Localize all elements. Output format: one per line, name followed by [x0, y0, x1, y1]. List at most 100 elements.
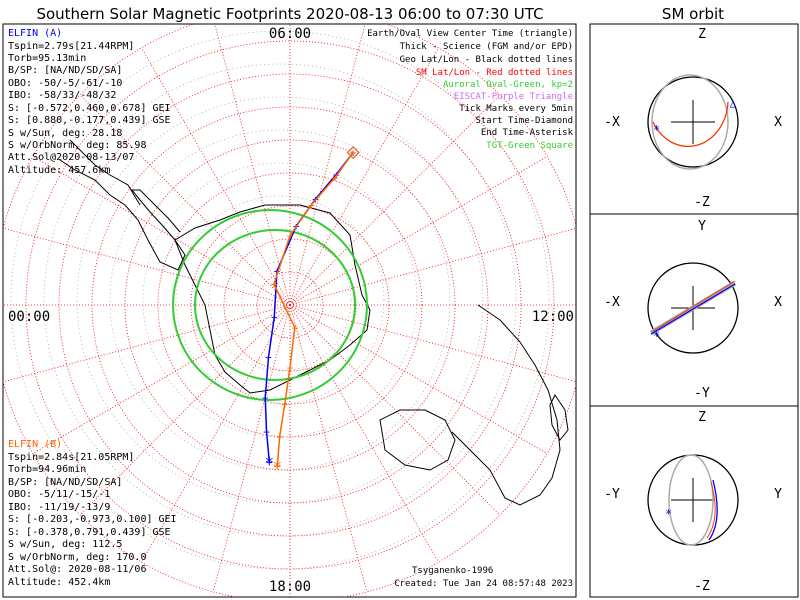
elfin-a-line: S w/OrbNorm, deg: 85.98	[8, 140, 146, 151]
geo-latitude-circle	[109, 129, 451, 471]
orbit2-label-bottom: -Y	[694, 386, 710, 401]
model-credit: Tsyganenko-1996	[412, 566, 493, 576]
mlt-label-right: 12:00	[532, 309, 574, 325]
orbit3-orbit-b	[706, 481, 716, 539]
orbit1-eiscat-triangle: △	[730, 97, 737, 110]
sm-longitude-line	[3, 227, 291, 306]
elfin-b-tick-mark: +	[291, 322, 298, 335]
elfin-a-tick-mark: +	[265, 351, 272, 364]
elfin-b-tick-mark: +	[287, 362, 294, 375]
orbit-frame-3	[589, 405, 799, 598]
mlt-label-left: 00:00	[8, 309, 50, 325]
elfin-b-line: S w/Sun, deg: 112.5	[8, 539, 122, 550]
elfin-b-line: Altitude: 452.4km	[8, 577, 110, 588]
orbit1-elfin-a-marker: *	[653, 123, 660, 137]
elfin-a-line: IBO: -58/33/-48/32	[8, 90, 116, 101]
elfin-a-tick-mark: +	[274, 265, 281, 278]
orbit2-earth	[647, 262, 739, 354]
elfin-a-line: Att.Sol@2020-08-13/07	[8, 152, 134, 163]
elfin-a-end-asterisk: *	[265, 453, 275, 472]
geo-latitude-circle	[208, 228, 352, 372]
legend-entry: Start Time-Diamond	[475, 116, 573, 126]
geo-latitude-circle	[10, 30, 550, 570]
elfin-b-line: S: [-0.378,0.791,0.439] GSE	[8, 527, 171, 538]
legend: Earth/Oval View Center Time (triangle) T…	[367, 29, 573, 151]
grid-lines	[3, 24, 576, 597]
orbit3-orbit-gray	[668, 454, 714, 546]
orbit3-orbit-a	[708, 479, 718, 541]
elfin-b-line: S w/OrbNorm, deg: 170.0	[8, 552, 146, 563]
elfin-b-end-asterisk: *	[272, 457, 282, 476]
madagascar-coast	[549, 394, 569, 441]
elfin-b-tick-mark: +	[274, 460, 281, 473]
elfin-a-line: S: [0.880,-0.177,0.439] GSE	[8, 115, 171, 126]
antarctic-peninsula	[130, 189, 181, 241]
orbit3-label-bottom: -Z	[694, 579, 710, 594]
legend-entry: Tick Marks every 5min	[459, 104, 573, 114]
legend-entry: Thick - Science (FGM and/or EPD)	[400, 42, 573, 52]
elfin-b-start-diamond	[346, 146, 360, 159]
antarctica-coastline	[174, 204, 371, 394]
elfin-b-line: Tspin=2.84s[21.05RPM]	[8, 452, 134, 463]
elfin-a-line: S w/Sun, deg: 28.18	[8, 128, 122, 139]
orbit3-label-right: Y	[774, 487, 782, 502]
elfin-a-header: ELFIN (A)	[8, 28, 62, 39]
elfin-a-line: S: [-0.572,0.460,0.678] GEI	[8, 103, 171, 114]
elfin-b-line: B/SP: [NA/ND/SD/SA]	[8, 477, 122, 488]
south-america-coast	[59, 139, 186, 271]
orbit2-orbit-gray	[649, 280, 737, 336]
auroral-oval-outer	[172, 209, 368, 401]
elfin-b-tick-mark: +	[271, 278, 278, 291]
elfin-a-line: OBO: -50/-5/-61/-10	[8, 78, 122, 89]
orbit1-orbit-gray	[651, 74, 729, 170]
elfin-a-line: Tspin=2.79s[21.44RPM]	[8, 41, 134, 52]
mlt-label-bottom: 18:00	[269, 579, 311, 595]
orbit3-label-left: -Y	[604, 487, 620, 502]
orbit2-label-right: X	[774, 295, 782, 310]
orbit-frame-1	[589, 23, 799, 215]
sm-longitude-line	[289, 94, 501, 306]
map-content: ++++++++++*++++++++++*	[3, 24, 576, 597]
legend-entry: SM Lat/Lon - Red dotted lines	[416, 68, 573, 78]
satellite-tracks: ++++++++++*++++++++++*	[262, 146, 360, 476]
elfin-b-line: Torb=94.96min	[8, 464, 86, 475]
geo-latitude-circle	[43, 63, 517, 537]
elfin-b-tick-mark: +	[287, 230, 294, 243]
legend-entry: Auroral Oval-Green, kp=2	[443, 80, 573, 90]
geo-latitude-circle	[76, 96, 484, 504]
elfin-b-line: IBO: -11/19/-13/9	[8, 502, 110, 513]
elfin-b-tick-mark: +	[332, 171, 339, 184]
elfin-a-tick-mark: +	[263, 426, 270, 439]
elfin-b-line: Att.Sol@: 2020-08-11/06	[8, 564, 146, 575]
map-frame	[2, 23, 577, 598]
geo-latitude-circle	[175, 195, 385, 405]
sm-longitude-line	[289, 304, 501, 516]
elfin-b-tick-mark: +	[282, 398, 289, 411]
sm-longitude-line	[289, 227, 576, 306]
sm-longitude-line	[79, 94, 291, 306]
elfin-a-line: Altitude: 457.6km	[8, 165, 110, 176]
orbit1-orbit-b	[652, 101, 729, 148]
geo-latitude-circle	[142, 162, 418, 438]
orbit1-label-right: X	[774, 115, 782, 130]
orbit2-elfin-a-marker: *	[653, 329, 660, 343]
orbit1-earth	[647, 76, 739, 168]
orbit2-label-top: Y	[698, 219, 706, 234]
auroral-oval-inner	[194, 229, 356, 381]
legend-entry: Earth/Oval View Center Time (triangle)	[367, 29, 573, 39]
elfin-b-track	[273, 152, 354, 467]
orbit-panels: * △ * *	[647, 74, 739, 546]
geo-latitude-circle	[241, 261, 319, 339]
orbit2-orbit-a	[650, 283, 736, 335]
legend-entry: Geo Lat/Lon - Black dotted lines	[400, 55, 573, 65]
elfin-b-line: S: [-0.203,-0.973,0.100] GEI	[8, 514, 177, 525]
elfin-b-tick-mark: +	[276, 431, 283, 444]
orbit1-label-bottom: -Z	[694, 195, 710, 210]
orbit-title: SM orbit	[662, 5, 724, 23]
elfin-a-line: Torb=95.13min	[8, 53, 86, 64]
mlt-label-top: 06:00	[269, 26, 311, 42]
legend-entry: End Time-Asterisk	[481, 128, 574, 138]
legend-entry: TGT-Green Square	[486, 141, 573, 151]
orbit2-orbit-b	[652, 280, 736, 332]
